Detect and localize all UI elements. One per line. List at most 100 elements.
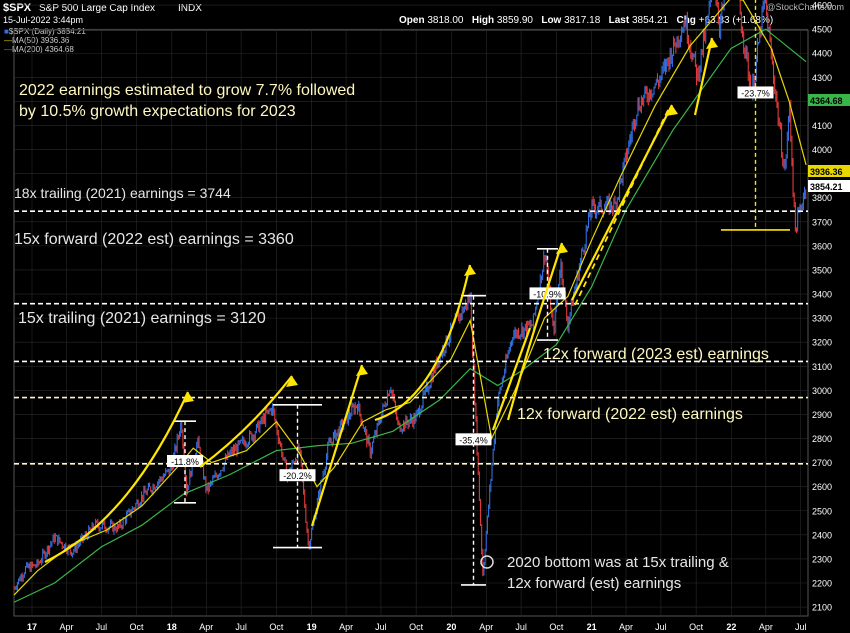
y-tick-label: 2200 — [812, 579, 832, 589]
x-tick-label: Jul — [795, 622, 807, 632]
x-tick-label: Apr — [339, 622, 353, 632]
ma200-line — [13, 28, 807, 603]
drawdown-label: -20.2% — [283, 471, 312, 481]
trend-line — [44, 391, 190, 563]
quote-date: 15-Jul-2022 3:44pm — [3, 15, 84, 25]
y-tick-label: 2900 — [812, 410, 832, 420]
valuation-level-label: 18x trailing (2021) earnings = 3744 — [14, 185, 231, 201]
x-tick-label: Apr — [759, 622, 773, 632]
valuation-level-label: 15x forward (2022 est) earnings = 3360 — [14, 231, 294, 248]
y-tick-label: 2600 — [812, 482, 832, 492]
quote-bar: Open 3818.00 High 3859.90 Low 3817.18 La… — [399, 15, 774, 26]
bottom-annotation: 2020 bottom was at 15x trailing & 12x fo… — [507, 552, 729, 594]
x-tick-label: Oct — [269, 622, 284, 632]
y-tick-label: 3400 — [812, 290, 832, 300]
legend: ■$SPX (Daily) 3854.21 —MA(50) 3936.36 —M… — [4, 27, 86, 54]
x-tick-label: Oct — [549, 622, 564, 632]
drawdown-label-bg — [279, 469, 316, 482]
drawdown-label-bg — [529, 287, 566, 300]
trend-arrowhead — [356, 365, 368, 376]
trend-line — [506, 242, 564, 421]
headline-annotation: 2022 earnings estimated to grow 7.7% fol… — [19, 80, 355, 122]
watermark: @StockCharts.com — [766, 2, 844, 12]
y-tick-label: 4500 — [812, 25, 832, 35]
drawdown-label: -35.4% — [459, 435, 488, 445]
y-tick-label: 3200 — [812, 338, 832, 348]
price-tag-bg — [808, 94, 850, 106]
headline-line-1: 2022 earnings estimated to grow 7.7% fol… — [19, 82, 356, 99]
trend-arrowhead — [464, 265, 476, 276]
x-tick-label: Apr — [479, 622, 493, 632]
y-tick-label: 4400 — [812, 49, 832, 59]
x-tick-label: 22 — [726, 622, 736, 632]
trend-dashed — [574, 109, 669, 306]
drawdown-label-bg — [167, 454, 203, 467]
trend-arrowhead — [666, 105, 678, 116]
ma50-line — [13, 0, 807, 596]
drawdown-label: -23.7% — [741, 88, 770, 98]
x-tick-label: 19 — [307, 622, 317, 632]
y-tick-label: 3300 — [812, 314, 832, 324]
x-tick-label: Jul — [515, 622, 527, 632]
trend-line — [199, 375, 293, 468]
headline-line-2: by 10.5% growth expectations for 2023 — [19, 103, 296, 120]
y-tick-label: 3500 — [812, 265, 832, 275]
exchange: INDX — [178, 3, 202, 14]
price-tag: 4364.68 — [810, 96, 843, 106]
bottom-marker — [480, 555, 494, 569]
y-tick-label: 3800 — [812, 193, 832, 203]
x-tick-label: Oct — [409, 622, 424, 632]
x-tick-label: Apr — [59, 622, 73, 632]
y-tick-label: 2300 — [812, 554, 832, 564]
y-tick-label: 3100 — [812, 362, 832, 372]
chart-header: $SPX S&P 500 Large Cap Index INDX 15-Jul… — [0, 0, 850, 26]
x-tick-label: Apr — [619, 622, 633, 632]
price-tag-bg — [808, 180, 850, 192]
x-tick-label: 17 — [27, 622, 37, 632]
y-tick-label: 4000 — [812, 145, 832, 155]
trend-arrowhead — [182, 392, 194, 403]
drawdown-label-bg — [455, 433, 492, 446]
trend-arrowhead — [706, 38, 718, 49]
price-tag: 3854.21 — [810, 182, 843, 192]
drawdown-label-bg — [737, 86, 774, 99]
legend-price: ■$SPX (Daily) 3854.21 — [4, 27, 86, 36]
x-tick-label: 20 — [446, 622, 456, 632]
x-tick-label: Oct — [130, 622, 145, 632]
legend-ma50: —MA(50) 3936.36 — [4, 36, 70, 45]
y-tick-label: 4300 — [812, 73, 832, 83]
trend-line — [693, 37, 714, 116]
drawdown-label: -11.8% — [171, 457, 199, 467]
x-tick-label: 21 — [587, 622, 597, 632]
y-tick-label: 2400 — [812, 530, 832, 540]
y-tick-label: 3000 — [812, 386, 832, 396]
x-tick-label: Jul — [655, 622, 667, 632]
x-tick-label: Jul — [96, 622, 108, 632]
y-tick-label: 3600 — [812, 241, 832, 251]
price-tag-bg — [808, 165, 850, 177]
trend-line — [374, 264, 472, 422]
trend-arrowhead — [556, 243, 568, 254]
trend-line — [571, 104, 673, 301]
plot-frame — [13, 29, 809, 617]
trend-line — [491, 327, 532, 431]
trend-arrowhead — [286, 376, 298, 387]
valuation-level-label: 15x trailing (2021) earnings = 3120 — [18, 310, 266, 327]
trend-line — [310, 364, 364, 527]
y-tick-label: 2100 — [812, 603, 832, 613]
x-tick-label: 18 — [167, 622, 177, 632]
index-name: S&P 500 Large Cap Index — [39, 3, 156, 14]
bottom-line-2: 12x forward (est) earnings — [507, 575, 682, 592]
legend-ma200: —MA(200) 4364.68 — [4, 45, 74, 54]
x-tick-label: Oct — [689, 622, 704, 632]
price-bars — [13, 0, 807, 591]
valuation-level-label: 12x forward (2022 est) earnings — [517, 406, 743, 423]
y-tick-label: 2500 — [812, 506, 832, 516]
x-tick-label: Apr — [199, 622, 213, 632]
bottom-line-1: 2020 bottom was at 15x trailing & — [507, 554, 729, 571]
x-tick-label: Jul — [375, 622, 387, 632]
valuation-level-label: 12x forward (2023 est) earnings — [543, 346, 769, 363]
y-tick-label: 3700 — [812, 217, 832, 227]
x-tick-label: Jul — [235, 622, 247, 632]
